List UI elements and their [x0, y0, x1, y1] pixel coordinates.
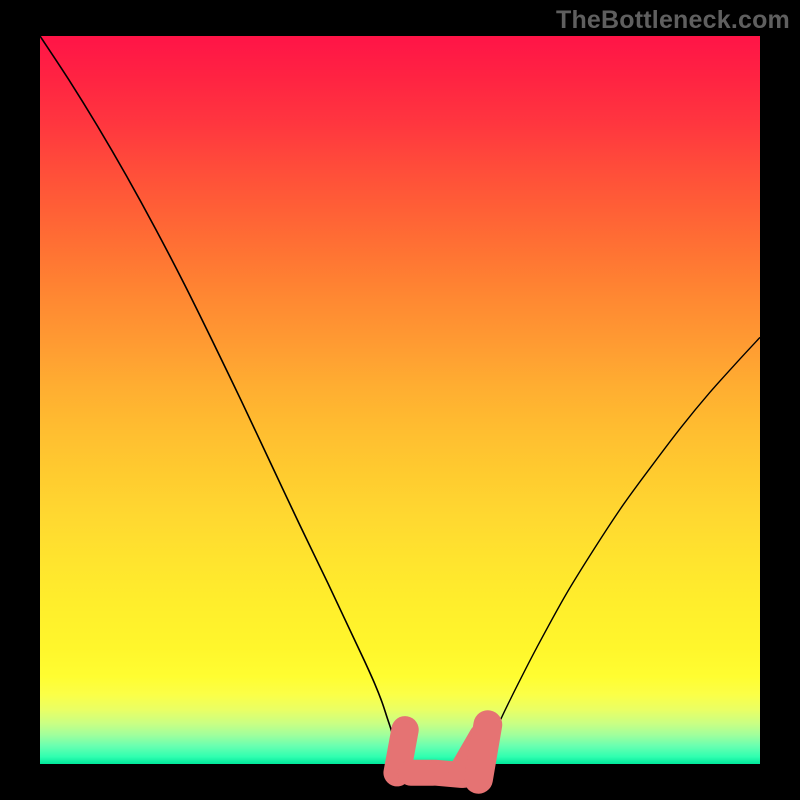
gradient-background: [40, 36, 760, 764]
bottleneck-chart: [0, 0, 800, 800]
plot-svg: [0, 0, 800, 800]
watermark-text: TheBottleneck.com: [556, 6, 790, 35]
frame: TheBottleneck.com: [0, 0, 800, 800]
marker-capsule: [478, 725, 487, 780]
